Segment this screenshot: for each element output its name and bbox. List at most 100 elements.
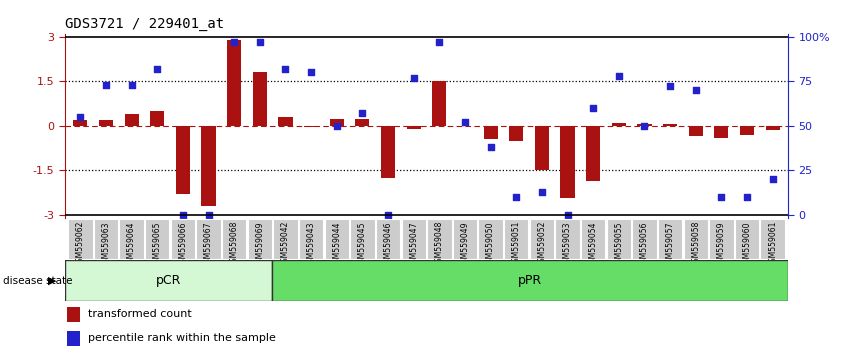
Point bbox=[663, 84, 677, 89]
Text: GSM559065: GSM559065 bbox=[152, 221, 162, 268]
Text: GSM559054: GSM559054 bbox=[589, 221, 598, 268]
Bar bbox=[330, 119, 344, 126]
Text: pPR: pPR bbox=[518, 274, 542, 287]
Text: GSM559047: GSM559047 bbox=[409, 221, 418, 268]
FancyBboxPatch shape bbox=[299, 218, 323, 259]
Bar bbox=[176, 126, 190, 194]
Bar bbox=[560, 126, 574, 198]
Point bbox=[381, 212, 395, 218]
FancyBboxPatch shape bbox=[607, 218, 631, 259]
Point bbox=[484, 144, 498, 150]
Point bbox=[125, 82, 139, 87]
Point bbox=[407, 75, 421, 80]
Point bbox=[612, 73, 626, 79]
Text: pCR: pCR bbox=[156, 274, 181, 287]
Bar bbox=[125, 114, 139, 126]
Point bbox=[586, 105, 600, 111]
FancyBboxPatch shape bbox=[222, 218, 246, 259]
Text: GSM559060: GSM559060 bbox=[742, 221, 752, 268]
Text: GSM559051: GSM559051 bbox=[512, 221, 520, 268]
FancyBboxPatch shape bbox=[735, 218, 759, 259]
FancyBboxPatch shape bbox=[453, 218, 477, 259]
FancyBboxPatch shape bbox=[145, 218, 170, 259]
Point bbox=[458, 119, 472, 125]
Point bbox=[176, 212, 190, 218]
Point bbox=[304, 69, 318, 75]
Text: GSM559058: GSM559058 bbox=[691, 221, 701, 268]
Text: GSM559067: GSM559067 bbox=[204, 221, 213, 268]
Bar bbox=[150, 111, 165, 126]
Text: GSM559063: GSM559063 bbox=[101, 221, 111, 268]
FancyBboxPatch shape bbox=[504, 218, 528, 259]
Text: GSM559052: GSM559052 bbox=[538, 221, 546, 268]
Point bbox=[560, 212, 574, 218]
Text: GSM559044: GSM559044 bbox=[333, 221, 341, 268]
Bar bbox=[407, 126, 421, 129]
Text: percentile rank within the sample: percentile rank within the sample bbox=[87, 333, 275, 343]
FancyBboxPatch shape bbox=[350, 218, 375, 259]
Bar bbox=[67, 331, 80, 346]
Text: GSM559061: GSM559061 bbox=[768, 221, 777, 268]
Bar bbox=[272, 260, 788, 301]
Point bbox=[432, 39, 446, 45]
Point bbox=[99, 82, 113, 87]
FancyBboxPatch shape bbox=[683, 218, 708, 259]
Point bbox=[330, 123, 344, 129]
Point bbox=[355, 110, 369, 116]
Point bbox=[740, 194, 754, 200]
Point bbox=[74, 114, 87, 120]
Bar bbox=[74, 120, 87, 126]
Point bbox=[279, 66, 293, 72]
Text: transformed count: transformed count bbox=[87, 309, 191, 319]
Text: disease state: disease state bbox=[3, 275, 72, 286]
Point bbox=[253, 39, 267, 45]
Bar bbox=[65, 260, 272, 301]
Point bbox=[535, 189, 549, 194]
FancyBboxPatch shape bbox=[274, 218, 298, 259]
Bar bbox=[304, 126, 318, 127]
Text: GSM559055: GSM559055 bbox=[614, 221, 624, 268]
Bar bbox=[740, 126, 754, 135]
Point bbox=[202, 212, 216, 218]
FancyBboxPatch shape bbox=[478, 218, 503, 259]
Text: GSM559042: GSM559042 bbox=[281, 221, 290, 268]
Text: GDS3721 / 229401_at: GDS3721 / 229401_at bbox=[65, 17, 224, 31]
Text: GSM559066: GSM559066 bbox=[178, 221, 187, 268]
Point bbox=[714, 194, 728, 200]
Bar bbox=[483, 126, 498, 139]
FancyBboxPatch shape bbox=[760, 218, 785, 259]
Bar bbox=[535, 126, 549, 170]
Bar bbox=[67, 307, 80, 322]
FancyBboxPatch shape bbox=[376, 218, 400, 259]
Bar bbox=[381, 126, 395, 178]
Bar bbox=[355, 119, 370, 126]
Bar bbox=[688, 126, 703, 136]
FancyBboxPatch shape bbox=[427, 218, 451, 259]
Bar bbox=[586, 126, 600, 181]
FancyBboxPatch shape bbox=[68, 218, 93, 259]
Point bbox=[151, 66, 165, 72]
Text: GSM559050: GSM559050 bbox=[486, 221, 495, 268]
Text: GSM559045: GSM559045 bbox=[358, 221, 367, 268]
Bar bbox=[637, 124, 651, 126]
Bar bbox=[663, 124, 677, 126]
Text: GSM559062: GSM559062 bbox=[76, 221, 85, 268]
Bar bbox=[509, 126, 523, 141]
Bar bbox=[99, 120, 113, 126]
Bar bbox=[253, 72, 267, 126]
Text: GSM559048: GSM559048 bbox=[435, 221, 444, 268]
FancyBboxPatch shape bbox=[248, 218, 272, 259]
Text: GSM559069: GSM559069 bbox=[255, 221, 264, 268]
Bar bbox=[714, 126, 728, 138]
Text: GSM559059: GSM559059 bbox=[717, 221, 726, 268]
Bar bbox=[611, 123, 626, 126]
Text: GSM559049: GSM559049 bbox=[461, 221, 469, 268]
Point bbox=[688, 87, 702, 93]
Text: GSM559057: GSM559057 bbox=[666, 221, 675, 268]
Point bbox=[227, 39, 241, 45]
Text: GSM559056: GSM559056 bbox=[640, 221, 649, 268]
FancyBboxPatch shape bbox=[120, 218, 144, 259]
Text: GSM559043: GSM559043 bbox=[307, 221, 315, 268]
FancyBboxPatch shape bbox=[402, 218, 426, 259]
Bar bbox=[227, 40, 242, 126]
